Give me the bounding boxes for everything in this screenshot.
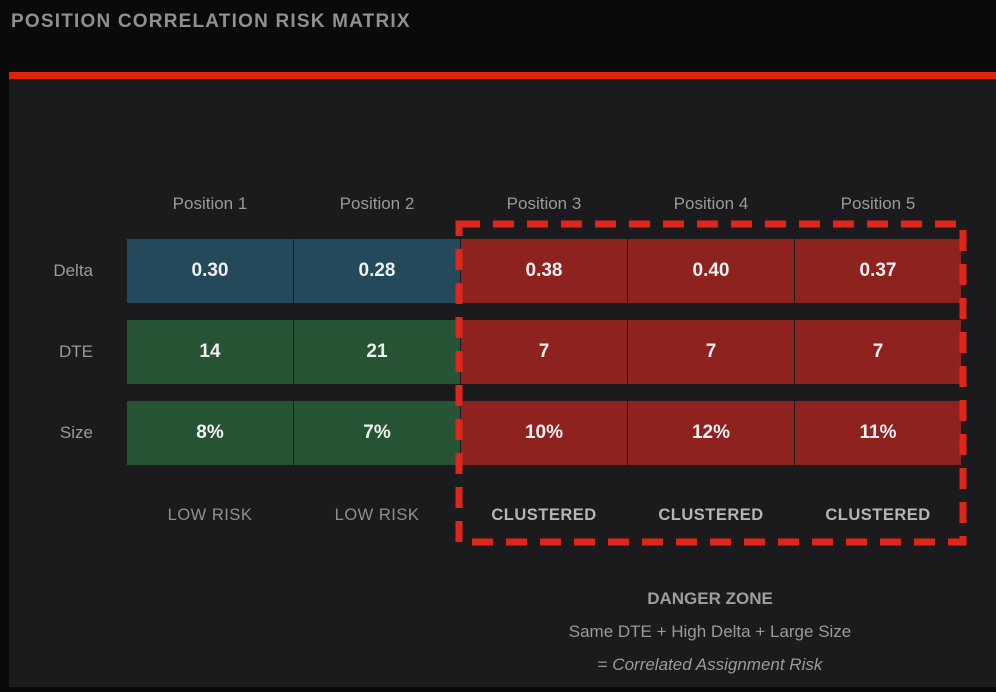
danger-zone-note: DANGER ZONE Same DTE + High Delta + Larg…: [460, 582, 960, 681]
row-label-dte: DTE: [59, 342, 93, 361]
risk-status-position-3: CLUSTERED: [491, 505, 597, 524]
risk-status-position-5: CLUSTERED: [825, 505, 931, 524]
cell-delta-position-2: 0.28: [294, 239, 460, 303]
cell-dte-position-5: 7: [795, 320, 961, 384]
column-header-position-1: Position 1: [172, 193, 248, 213]
column-header-position-4: Position 4: [673, 193, 749, 213]
cell-size-position-2: 7%: [294, 401, 460, 465]
cell-dte-position-3: 7: [461, 320, 627, 384]
danger-zone-conclusion: = Correlated Assignment Risk: [460, 648, 960, 681]
row-label-delta: Delta: [53, 261, 93, 280]
cell-dte-position-4: 7: [628, 320, 794, 384]
cell-delta-position-5: 0.37: [795, 239, 961, 303]
risk-status-position-1: LOW RISK: [167, 505, 253, 524]
cell-dte-position-1: 14: [127, 320, 293, 384]
danger-zone-heading: DANGER ZONE: [647, 589, 773, 608]
column-header-position-3: Position 3: [506, 193, 582, 213]
cell-delta-position-3: 0.38: [461, 239, 627, 303]
column-header-position-2: Position 2: [339, 193, 415, 213]
row-label-size: Size: [59, 423, 93, 442]
risk-status-position-2: LOW RISK: [334, 505, 420, 524]
title-accent-divider: [9, 72, 996, 79]
column-header-position-5: Position 5: [840, 193, 916, 213]
risk-row-spacer: [0, 482, 126, 548]
cell-dte-position-2: 21: [294, 320, 460, 384]
cell-delta-position-1: 0.30: [127, 239, 293, 303]
cell-size-position-4: 12%: [628, 401, 794, 465]
cell-delta-position-4: 0.40: [628, 239, 794, 303]
cell-size-position-5: 11%: [795, 401, 961, 465]
page-title: POSITION CORRELATION RISK MATRIX: [11, 11, 411, 32]
risk-status-position-4: CLUSTERED: [658, 505, 764, 524]
cell-size-position-1: 8%: [127, 401, 293, 465]
correlation-risk-matrix: Position 1 Position 2 Position 3 Positio…: [0, 185, 961, 548]
danger-zone-formula: Same DTE + High Delta + Large Size: [568, 622, 852, 641]
conclusion-text: Correlated Assignment Risk: [612, 655, 823, 674]
corner-spacer: [0, 185, 126, 222]
cell-size-position-3: 10%: [461, 401, 627, 465]
equals-sign: =: [597, 655, 613, 674]
